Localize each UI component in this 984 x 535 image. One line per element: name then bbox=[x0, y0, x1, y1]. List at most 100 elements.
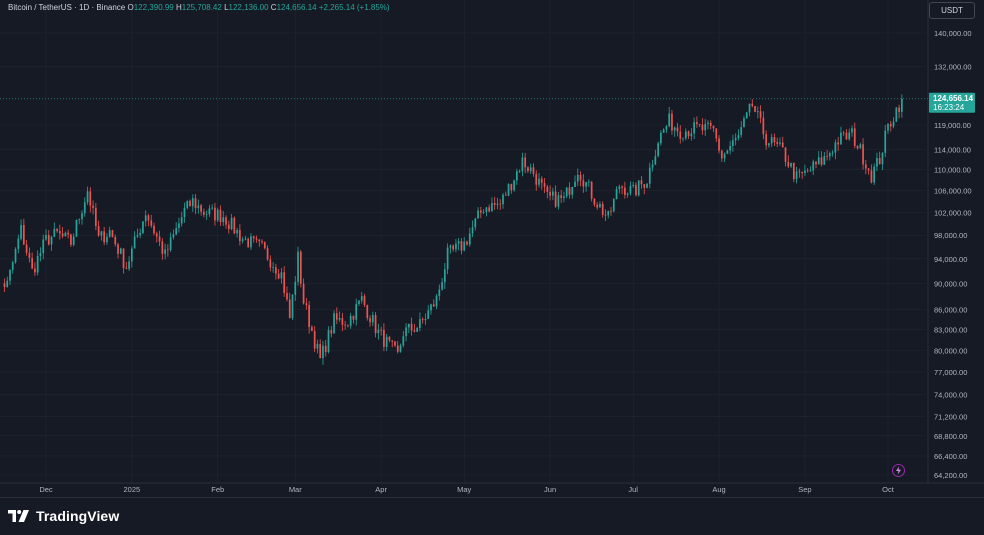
candle-body bbox=[552, 191, 554, 196]
candle-body bbox=[826, 156, 828, 157]
candle-body bbox=[155, 233, 158, 237]
price-axis[interactable]: 140,000.00 132,000.00 119,000.00 114,000.00… bbox=[927, 0, 972, 483]
candle-body bbox=[529, 167, 532, 172]
candle-body bbox=[576, 174, 579, 182]
candle-body bbox=[720, 150, 723, 159]
candle-body bbox=[499, 203, 502, 205]
candle-body bbox=[114, 236, 117, 245]
candle-body bbox=[338, 318, 341, 320]
candle-body bbox=[776, 142, 779, 144]
time-tick-label: Apr bbox=[375, 485, 387, 494]
candle-body bbox=[554, 191, 557, 207]
candle-body bbox=[39, 253, 42, 257]
chart-panel[interactable]: 140,000.00 132,000.00 119,000.00 114,000.00… bbox=[0, 0, 984, 497]
candle-body bbox=[286, 292, 288, 300]
candle-body bbox=[261, 241, 263, 243]
time-axis[interactable]: Dec 2025 Feb Mar Apr May Jun Jul Aug Sep Oct bbox=[0, 482, 984, 494]
close-value: 124,656.14 bbox=[276, 3, 317, 12]
candle-body bbox=[75, 219, 78, 237]
candle-body bbox=[94, 207, 97, 227]
candle-body bbox=[601, 203, 604, 215]
candle-body bbox=[527, 167, 529, 172]
candle-body bbox=[391, 340, 394, 342]
candle-body bbox=[828, 153, 831, 157]
candle-body bbox=[347, 325, 349, 327]
candle-body bbox=[607, 210, 610, 216]
candle-body bbox=[89, 191, 92, 206]
candle-body bbox=[751, 103, 754, 106]
candle-body bbox=[47, 234, 50, 245]
candle-body bbox=[369, 318, 371, 323]
candle-body bbox=[629, 185, 632, 194]
candle-body bbox=[189, 200, 191, 207]
candle-body bbox=[219, 209, 222, 223]
price-tick-label: 119,000.00 bbox=[934, 121, 971, 130]
price-tick-label: 64,200.00 bbox=[934, 471, 967, 480]
candle-body bbox=[468, 233, 471, 245]
candle-body bbox=[507, 184, 510, 196]
candle-body bbox=[876, 158, 878, 167]
candle-body bbox=[848, 132, 851, 140]
price-tick-label: 66,400.00 bbox=[934, 452, 967, 461]
candle-body bbox=[560, 195, 563, 199]
candle-body bbox=[754, 105, 756, 112]
candle-body bbox=[294, 281, 297, 295]
candle-body bbox=[100, 231, 103, 236]
candle-body bbox=[56, 228, 58, 232]
candle-body bbox=[535, 173, 538, 185]
last-price-marker: 124,656.14 16:23:24 bbox=[0, 92, 975, 113]
candle-body bbox=[410, 323, 413, 331]
candlestick-chart[interactable]: 140,000.00 132,000.00 119,000.00 114,000.00… bbox=[0, 0, 984, 497]
candle-body bbox=[36, 256, 39, 273]
candle-body bbox=[900, 98, 903, 112]
candle-body bbox=[111, 230, 114, 237]
candle-body bbox=[330, 330, 333, 334]
candle-body bbox=[673, 127, 676, 131]
candle-body bbox=[806, 170, 809, 172]
candle-body bbox=[396, 345, 399, 352]
candle-body bbox=[247, 238, 250, 248]
candle-body bbox=[543, 182, 546, 187]
candle-body bbox=[455, 243, 457, 250]
candle-body bbox=[651, 164, 654, 168]
candle-body bbox=[460, 241, 463, 251]
candle-body bbox=[565, 187, 568, 197]
candle-body bbox=[119, 248, 122, 254]
candle-body bbox=[430, 304, 432, 311]
candle-body bbox=[853, 128, 856, 146]
candle-body bbox=[452, 245, 455, 250]
candle-body bbox=[762, 117, 765, 135]
close-key: C bbox=[270, 3, 277, 12]
candle-body bbox=[103, 231, 106, 243]
candle-body bbox=[255, 238, 258, 240]
price-tick-label: 68,800.00 bbox=[934, 432, 967, 441]
candle-body bbox=[288, 299, 291, 319]
candle-body bbox=[684, 131, 687, 139]
candle-body bbox=[488, 207, 491, 212]
candle-body bbox=[352, 315, 355, 320]
candle-body bbox=[779, 142, 781, 144]
candle-body bbox=[194, 198, 197, 209]
candle-body bbox=[311, 327, 313, 332]
candle-body bbox=[698, 124, 701, 125]
candle-body bbox=[870, 170, 873, 183]
low-key: L bbox=[224, 3, 229, 12]
candle-body bbox=[646, 183, 648, 188]
candle-body bbox=[252, 236, 255, 239]
candle-body bbox=[707, 122, 709, 125]
candle-body bbox=[122, 248, 125, 268]
candle-body bbox=[6, 280, 9, 287]
currency-button[interactable]: USDT bbox=[929, 2, 975, 19]
candle-body bbox=[233, 217, 236, 234]
candle-body bbox=[108, 230, 111, 237]
candle-body bbox=[388, 336, 391, 341]
candle-body bbox=[787, 161, 790, 167]
candle-body bbox=[732, 140, 734, 147]
tradingview-logo[interactable]: TradingView bbox=[8, 508, 119, 524]
candle-body bbox=[493, 203, 496, 205]
candle-body bbox=[709, 122, 712, 126]
candle-body bbox=[457, 241, 460, 244]
symbol-title[interactable]: Bitcoin / TetherUS · 1D · Binance bbox=[8, 3, 126, 12]
candle-body bbox=[191, 198, 194, 207]
timezone-button[interactable] bbox=[892, 464, 905, 477]
